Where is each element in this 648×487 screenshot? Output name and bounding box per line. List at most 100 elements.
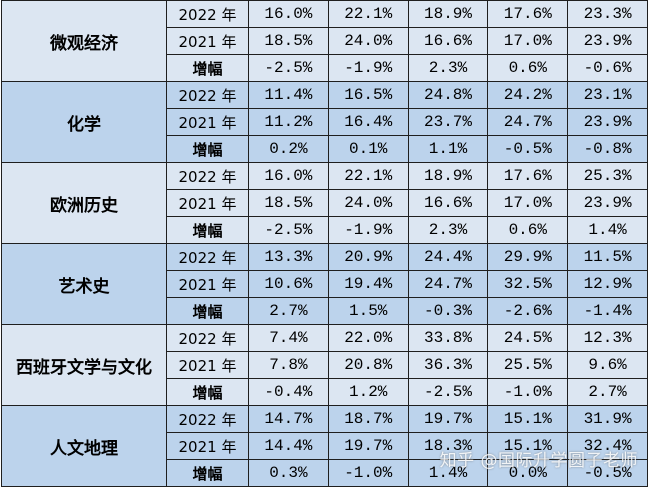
percent-value-cell: 23.9% — [567, 189, 648, 217]
year-label-cell: 2022 年 — [166, 324, 249, 352]
table-row: 微观经济 2022 年 16.0% 22.1% 18.9% 17.6% 23.3% — [1, 0, 648, 82]
change-label-cell: 增幅 — [166, 378, 249, 406]
subject-name-cell: 艺术史 — [1, 243, 167, 325]
percent-value-cell: 16.6% — [407, 189, 489, 217]
percent-value-cell: -1.9% — [327, 216, 409, 244]
percent-value-cell: 1.1% — [407, 135, 489, 163]
year-label-cell: 2021 年 — [166, 432, 249, 460]
percent-value-cell: -0.8% — [567, 135, 648, 163]
percent-value-cell: -0.3% — [407, 297, 489, 325]
percent-value-cell: 25.5% — [487, 351, 569, 379]
percent-value-cell: 14.4% — [248, 432, 329, 460]
percent-value-cell: 23.1% — [567, 81, 648, 109]
subject-name-cell: 化学 — [1, 81, 167, 163]
percent-value-cell: -0.6% — [567, 54, 648, 82]
percent-value-cell: -0.5% — [567, 459, 648, 487]
percent-value-cell: 23.9% — [567, 108, 648, 136]
table-row: 人文地理 2022 年 14.7% 18.7% 19.7% 15.1% 31.9% — [1, 405, 648, 487]
table-row: 增幅 -2.5% -1.9% 2.3% 0.6% -0.6% — [2, 54, 648, 82]
year-label-cell: 2021 年 — [166, 351, 249, 379]
percent-value-cell: 12.3% — [567, 324, 648, 352]
table-row: 增幅 0.3% -1.0% 1.4% 0.0% -0.5% — [2, 459, 648, 487]
table-row: 增幅 -2.5% -1.9% 2.3% 0.6% 1.4% — [2, 216, 648, 244]
subject-name-cell: 欧洲历史 — [1, 162, 167, 244]
percent-value-cell: 16.0% — [248, 162, 329, 190]
percent-value-cell: 18.5% — [248, 189, 329, 217]
table-row: 欧洲历史 2022 年 16.0% 22.1% 18.9% 17.6% 25.3% — [1, 162, 648, 244]
percent-value-cell: 22.1% — [327, 162, 409, 190]
percent-value-cell: 2.7% — [248, 297, 329, 325]
percent-value-cell: 23.7% — [407, 108, 489, 136]
percent-value-cell: 0.2% — [248, 135, 329, 163]
percent-value-cell: 31.9% — [567, 405, 648, 433]
table-row: 2021 年 11.2% 16.4% 23.7% 24.7% 23.9% — [2, 108, 648, 136]
percent-value-cell: 16.4% — [327, 108, 409, 136]
percent-value-cell: 17.0% — [487, 27, 569, 55]
percent-value-cell: 7.8% — [248, 351, 329, 379]
percent-value-cell: 0.6% — [487, 216, 569, 244]
percent-value-cell: 24.0% — [327, 27, 409, 55]
percent-value-cell: 11.2% — [248, 108, 329, 136]
change-label-cell: 增幅 — [166, 297, 249, 325]
subject-name-cell: 西班牙文学与文化 — [1, 324, 167, 406]
percent-value-cell: 1.5% — [327, 297, 409, 325]
percent-value-cell: 0.6% — [487, 54, 569, 82]
percent-value-cell: 18.9% — [407, 162, 489, 190]
year-label-cell: 2022 年 — [166, 0, 249, 28]
percent-value-cell: 18.9% — [407, 0, 489, 28]
percent-value-cell: 17.6% — [487, 162, 569, 190]
percent-value-cell: 33.8% — [407, 324, 489, 352]
year-label-cell: 2022 年 — [166, 81, 249, 109]
percent-value-cell: 32.5% — [487, 270, 569, 298]
change-label-cell: 增幅 — [166, 135, 249, 163]
percent-value-cell: 1.2% — [327, 378, 409, 406]
percent-value-cell: 0.3% — [248, 459, 329, 487]
year-label-cell: 2021 年 — [166, 270, 249, 298]
percent-value-cell: 9.6% — [567, 351, 648, 379]
percent-value-cell: 24.8% — [407, 81, 489, 109]
percent-value-cell: 19.7% — [407, 405, 489, 433]
percent-value-cell: 24.2% — [487, 81, 569, 109]
change-label-cell: 增幅 — [166, 459, 249, 487]
percent-value-cell: 1.4% — [407, 459, 489, 487]
percent-value-cell: 20.8% — [327, 351, 409, 379]
table-row: 2021 年 18.5% 24.0% 16.6% 17.0% 23.9% — [2, 189, 648, 217]
table-row: 2021 年 18.5% 24.0% 16.6% 17.0% 23.9% — [2, 27, 648, 55]
percent-value-cell: 23.9% — [567, 27, 648, 55]
percent-value-cell: 36.3% — [407, 351, 489, 379]
percent-value-cell: 11.4% — [248, 81, 329, 109]
table-row: 2021 年 14.4% 19.7% 18.3% 15.1% 32.4% — [2, 432, 648, 460]
percent-value-cell: 15.1% — [487, 432, 569, 460]
percent-value-cell: 29.9% — [487, 243, 569, 271]
percent-value-cell: 15.1% — [487, 405, 569, 433]
subject-name-cell: 人文地理 — [1, 405, 167, 487]
percent-value-cell: -2.6% — [487, 297, 569, 325]
percent-value-cell: 22.0% — [327, 324, 409, 352]
percent-value-cell: 24.5% — [487, 324, 569, 352]
percent-value-cell: 24.0% — [327, 189, 409, 217]
percent-value-cell: 19.7% — [327, 432, 409, 460]
table-row: 增幅 0.2% 0.1% 1.1% -0.5% -0.8% — [2, 135, 648, 163]
year-label-cell: 2021 年 — [166, 27, 249, 55]
percent-value-cell: -1.9% — [327, 54, 409, 82]
subject-name-cell: 微观经济 — [1, 0, 167, 82]
percent-value-cell: 16.5% — [327, 81, 409, 109]
percent-value-cell: 18.3% — [407, 432, 489, 460]
percent-value-cell: 20.9% — [327, 243, 409, 271]
percent-value-cell: 0.1% — [327, 135, 409, 163]
percent-value-cell: -2.5% — [407, 378, 489, 406]
table-row: 2021 年 7.8% 20.8% 36.3% 25.5% 9.6% — [2, 351, 648, 379]
percent-value-cell: 1.4% — [567, 216, 648, 244]
percent-value-cell: -1.0% — [487, 378, 569, 406]
table-row: 西班牙文学与文化 2022 年 7.4% 22.0% 33.8% 24.5% 12.3% — [1, 324, 648, 406]
percent-value-cell: 13.3% — [248, 243, 329, 271]
percent-value-cell: -0.4% — [248, 378, 329, 406]
year-label-cell: 2022 年 — [166, 162, 249, 190]
percent-value-cell: 7.4% — [248, 324, 329, 352]
percent-value-cell: 19.4% — [327, 270, 409, 298]
percent-value-cell: 17.6% — [487, 0, 569, 28]
percent-value-cell: 14.7% — [248, 405, 329, 433]
percent-value-cell: 25.3% — [567, 162, 648, 190]
